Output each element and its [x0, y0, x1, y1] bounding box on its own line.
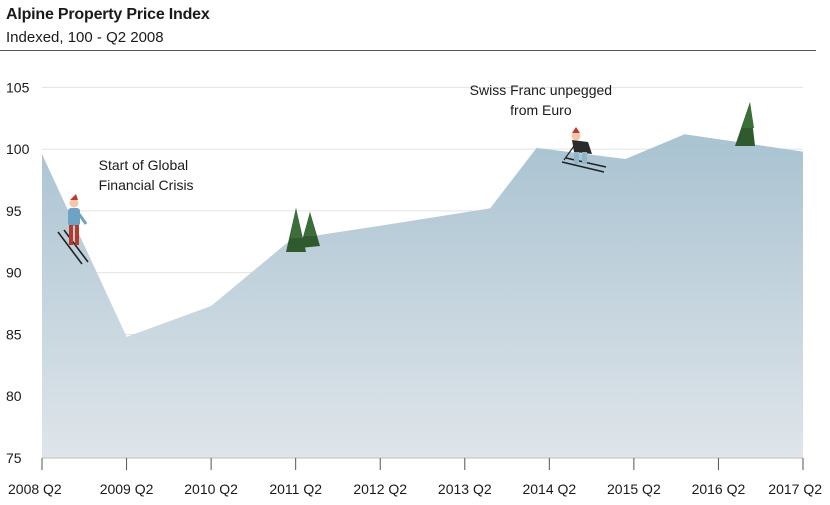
- annotation-line: from Euro: [510, 102, 572, 118]
- y-tick-label: 105: [6, 79, 30, 95]
- fir-tree-2016-icon: [735, 102, 755, 146]
- annotation-line: Financial Crisis: [99, 177, 194, 193]
- y-axis-ticks: 75 80 85 90 95 100 105: [6, 79, 30, 466]
- skier-right-icon: [561, 127, 607, 173]
- chart-title: Alpine Property Price Index: [6, 6, 210, 23]
- x-tick-label: 2008 Q2: [8, 481, 62, 497]
- annotations: Start of Global Financial Crisis Swiss Fra…: [99, 82, 612, 193]
- x-tick-label: 2011 Q2: [269, 481, 322, 497]
- annotation-line: Swiss Franc unpegged: [470, 82, 612, 98]
- y-tick-label: 90: [6, 265, 22, 281]
- x-tick-label: 2015 Q2: [607, 481, 661, 497]
- chart-subtitle: Indexed, 100 - Q2 2008: [6, 29, 164, 46]
- x-tick-label: 2016 Q2: [692, 481, 746, 497]
- x-tick-label: 2009 Q2: [100, 481, 154, 497]
- skier-left-icon: [57, 194, 89, 265]
- x-tick-label: 2013 Q2: [438, 481, 492, 497]
- y-tick-label: 100: [6, 141, 30, 157]
- annotation-text: Swiss Franc unpegged from Euro: [470, 82, 612, 118]
- title-divider: [0, 50, 816, 51]
- y-tick-label: 80: [6, 388, 22, 404]
- annotation-line: Start of Global: [99, 157, 189, 173]
- x-axis-ticks: 2008 Q2 2009 Q2 2010 Q2 2011 Q2 2012 Q2 2013 …: [8, 457, 822, 497]
- y-tick-label: 95: [6, 203, 22, 219]
- x-tick-label: 2014 Q2: [522, 481, 576, 497]
- annotation-text: Start of Global Financial Crisis: [99, 157, 194, 193]
- y-tick-label: 85: [6, 326, 22, 342]
- price-index-area: [42, 134, 803, 459]
- fir-trees-2011-icon: [286, 208, 320, 252]
- x-tick-label: 2012 Q2: [353, 481, 407, 497]
- x-tick-label: 2010 Q2: [184, 481, 238, 497]
- y-tick-label: 75: [6, 450, 22, 466]
- x-tick-label: 2017 Q2: [768, 481, 822, 497]
